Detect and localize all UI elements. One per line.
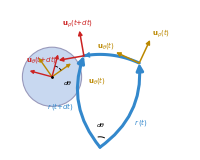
Text: $r\,(t)$: $r\,(t)$ [134,117,147,128]
Text: $d\theta$: $d\theta$ [63,79,73,87]
Text: $\mathbf{u}_\rho(t)$: $\mathbf{u}_\rho(t)$ [152,28,170,40]
Circle shape [22,47,82,106]
FancyArrowPatch shape [40,59,52,77]
Text: $\mathbf{u}_\rho(t{+}dt)$: $\mathbf{u}_\rho(t{+}dt)$ [62,17,93,30]
FancyArrowPatch shape [52,64,70,77]
Text: $\mathbf{u}_\theta(t{+}dt)$: $\mathbf{u}_\theta(t{+}dt)$ [26,54,57,65]
FancyArrowPatch shape [31,71,52,77]
Text: $d\theta$: $d\theta$ [96,121,105,129]
FancyArrowPatch shape [60,56,84,61]
FancyArrowPatch shape [118,53,139,63]
FancyArrowPatch shape [139,41,149,63]
FancyArrowPatch shape [100,67,143,147]
Text: $\mathbf{u}_\theta(t)$: $\mathbf{u}_\theta(t)$ [97,40,114,52]
FancyArrowPatch shape [79,32,84,56]
Text: $\mathbf{u}_\theta(t)$: $\mathbf{u}_\theta(t)$ [88,75,106,86]
FancyArrowPatch shape [77,59,100,147]
Text: $r\,(t{+}dt)$: $r\,(t{+}dt)$ [47,101,74,112]
FancyArrowPatch shape [52,56,58,77]
